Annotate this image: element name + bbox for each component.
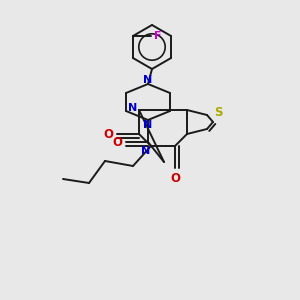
Text: S: S <box>214 106 222 119</box>
Text: O: O <box>112 136 122 148</box>
Text: N: N <box>143 120 153 130</box>
Text: O: O <box>103 128 113 140</box>
Text: N: N <box>141 146 151 156</box>
Text: O: O <box>170 172 180 184</box>
Text: N: N <box>143 75 153 85</box>
Text: N: N <box>128 103 138 113</box>
Text: F: F <box>154 31 162 41</box>
